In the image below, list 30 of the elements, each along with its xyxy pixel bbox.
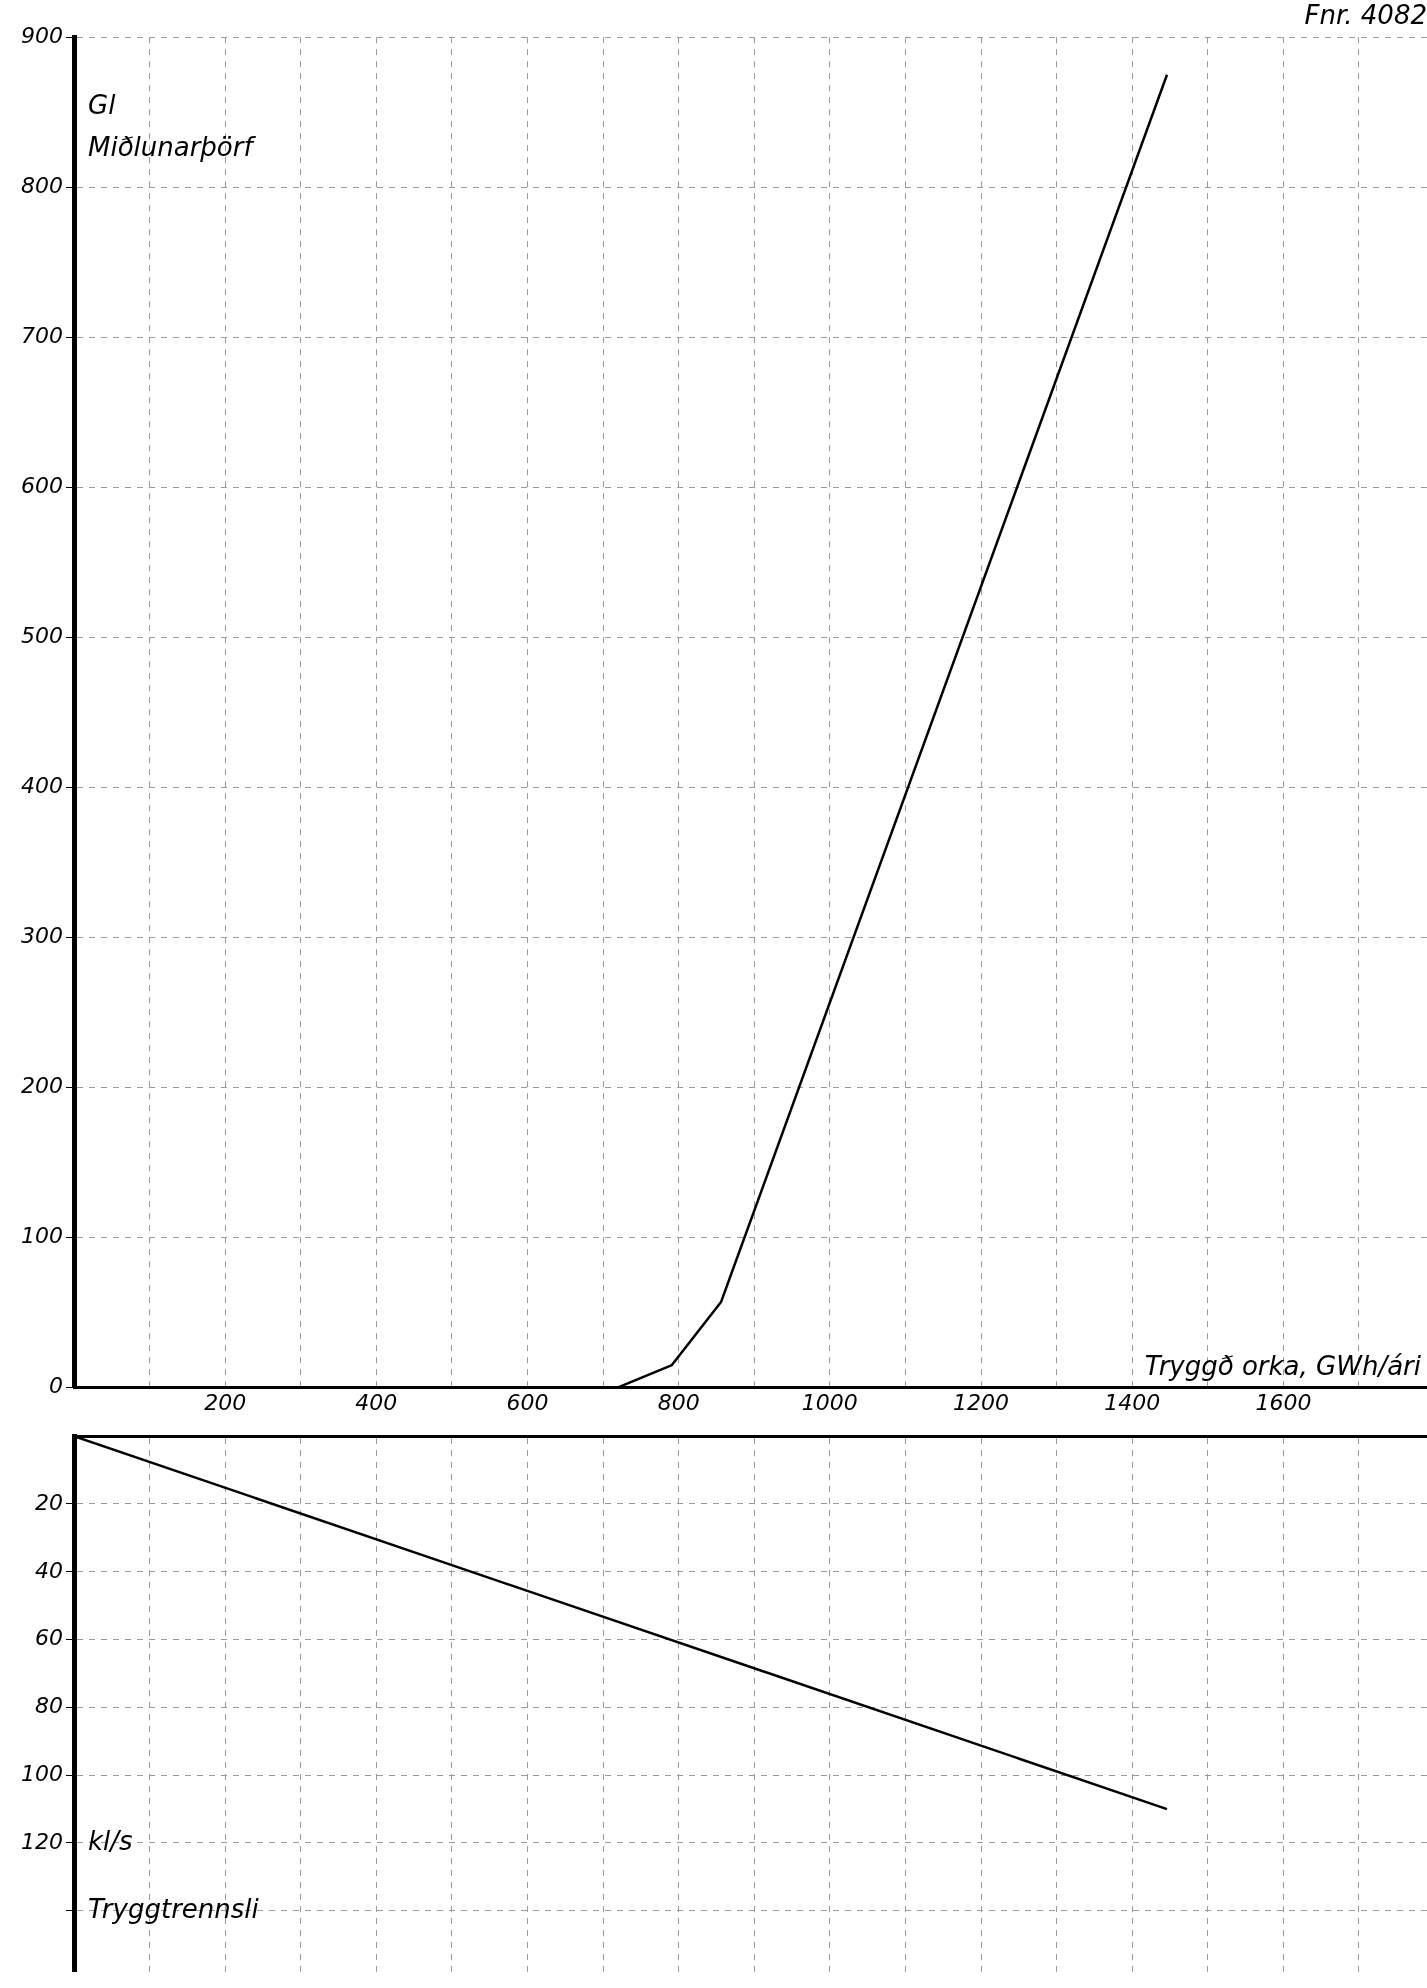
y-tick-label: 100: [21, 1223, 63, 1249]
x-tick-label: 1600: [1255, 1389, 1312, 1415]
y-axis-title: Gl: [88, 89, 117, 120]
x-tick-label: 200: [204, 1389, 247, 1415]
y-tick-label: 0: [49, 1373, 63, 1399]
y-tick-label: 900: [21, 22, 63, 48]
y-tick-label: 300: [21, 923, 63, 949]
y-tick-label: 60: [35, 1625, 63, 1651]
x-tick-label: 1200: [953, 1389, 1010, 1415]
y-tick-label: 40: [35, 1557, 63, 1583]
y-tick-label: 500: [21, 623, 63, 649]
annotation: Miðlunarþörf: [88, 131, 257, 162]
chart-title: Fnr. 4082: [1304, 0, 1427, 31]
y-tick-label: 600: [21, 473, 63, 499]
x-tick-label: 600: [506, 1389, 549, 1415]
y-tick-label: 120: [21, 1828, 63, 1854]
y-tick-label: 800: [21, 172, 63, 198]
y-axis-title: kl/s: [88, 1826, 133, 1857]
y-tick-label: 700: [21, 323, 63, 349]
y-tick-label: 400: [21, 773, 63, 799]
x-tick-label: 1400: [1104, 1389, 1161, 1415]
y-tick-label: 20: [35, 1489, 63, 1515]
x-tick-label: 800: [657, 1389, 700, 1415]
y-tick-label: 80: [35, 1693, 63, 1719]
x-tick-label: 1000: [801, 1389, 858, 1415]
x-tick-label: 400: [355, 1389, 398, 1415]
y-tick-label: 200: [21, 1073, 63, 1099]
y-tick-label: 100: [21, 1760, 63, 1786]
annotation: Tryggtrennsli: [88, 1894, 260, 1925]
x-axis-title: Tryggð orka, GWh/ári: [1144, 1351, 1422, 1382]
